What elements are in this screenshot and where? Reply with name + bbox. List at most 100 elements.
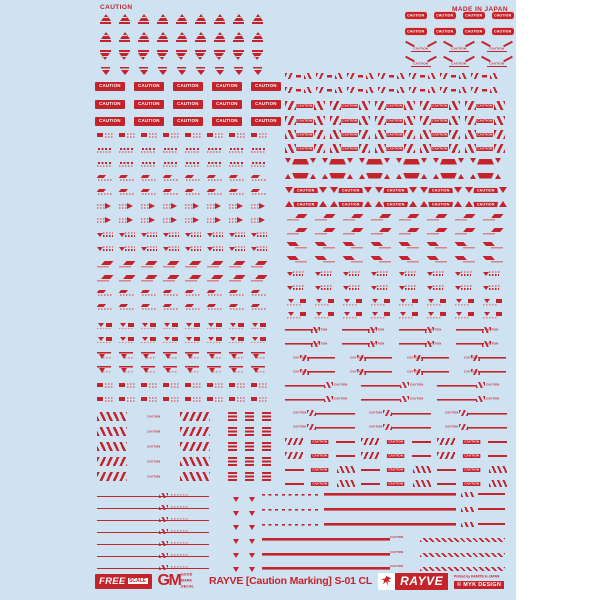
- decal-mark-trap: CAUTION: [359, 157, 390, 166]
- decal-mark-m-d: CAUTION: [343, 271, 363, 279]
- decal-mark-m-h: CAUTION: [163, 336, 179, 343]
- decal-mark-m-f: CAUTION: [185, 275, 201, 282]
- decal-mark-m-c: CAUTION: [97, 396, 113, 403]
- decal-mark-m-b: CAUTION: [207, 290, 223, 297]
- decal-mark-label: CAUTION: [390, 551, 404, 554]
- decal-mark-label: CAUTION: [370, 342, 384, 345]
- decal-mark-m-e: CAUTION: [262, 427, 272, 436]
- decal-mark-label: CAUTION: [407, 356, 421, 359]
- decal-mark-label: CAUTION: [296, 146, 314, 151]
- decal-mark-hzC: CAUTION: [437, 437, 507, 446]
- decal-mark-m-d: CAUTION: [141, 232, 157, 239]
- decal-mark-label: CAUTION: [451, 47, 467, 51]
- decal-mark-hzD: CAUTION: [361, 479, 431, 488]
- decal-mark-m-d: CAUTION: [185, 232, 201, 239]
- decal-mark-m-h: CAUTION: [141, 336, 157, 343]
- decal-mark-badge: CAUTION: [434, 11, 456, 20]
- decal-mark-slantB: CAUTION: [456, 367, 506, 376]
- decal-mark-label: CAUTION: [338, 201, 364, 207]
- decal-mark-m-h: CAUTION: [315, 298, 335, 306]
- decal-mark-wbig: CAUTION: [285, 115, 325, 126]
- decal-mark-hat: CAUTION: [100, 14, 111, 24]
- decal-mark-m-d: CAUTION: [287, 271, 307, 279]
- decal-mark-hatd: CAUTION: [157, 50, 168, 60]
- decal-mark-label: CAUTION: [409, 383, 423, 387]
- decal-mark-hat: CAUTION: [119, 32, 130, 42]
- decal-mark-slantB: CAUTION: [399, 367, 449, 376]
- decal-mark-hat: CAUTION: [252, 32, 263, 42]
- decal-mark-m-b: CAUTION: [185, 304, 201, 311]
- decal-mark-trapu: CAUTION: [433, 171, 464, 180]
- decal-mark-trid2: CAUTION: [248, 539, 255, 545]
- decal-mark-hat: CAUTION: [195, 14, 206, 24]
- decal-mark-label: CAUTION: [431, 103, 449, 108]
- decal-mark-label: CAUTION: [293, 411, 307, 415]
- decal-mark-m-b: CAUTION: [119, 189, 135, 196]
- decal-mark-m-f: CAUTION: [119, 261, 135, 268]
- decal-mark-stripeB: CAUTION: [361, 423, 431, 431]
- rayve-logo: RAYVE: [378, 572, 449, 590]
- decal-mark-label: CAUTION: [99, 118, 121, 124]
- decal-mark-m-e: CAUTION: [245, 442, 255, 451]
- decal-mark-label: CAUTION: [477, 158, 494, 165]
- decal-mark-slantB: CAUTION: [456, 353, 506, 362]
- decal-mark-label: CAUTION: [463, 481, 481, 486]
- decal-mark-m-b: CAUTION: [119, 175, 135, 182]
- decal-mark-banneru: CAUTION: [285, 199, 327, 209]
- decal-mark-trid: CAUTION: [177, 67, 186, 75]
- decal-mark-label: CAUTION: [476, 118, 494, 123]
- decal-mark-label: CAUTION: [99, 101, 121, 107]
- decal-mark-trid: CAUTION: [101, 67, 110, 75]
- decal-mark-banneru: CAUTION: [420, 199, 462, 209]
- decal-mark-wbig: CAUTION: [375, 100, 415, 111]
- decal-mark-m-h: CAUTION: [185, 336, 201, 343]
- decal-mark-cbar: CAUTION: [251, 117, 281, 126]
- decal-mark-label: CAUTION: [146, 445, 161, 448]
- decal-mark-label: CAUTION: [465, 29, 483, 34]
- decal-mark-label: CAUTION: [177, 118, 199, 124]
- decal-mark-wbigr: CAUTION: [465, 143, 505, 154]
- decal-mark-hat: CAUTION: [214, 32, 225, 42]
- decal-mark-m-h: CAUTION: [287, 298, 307, 306]
- decal-mark-trap: CAUTION: [470, 157, 501, 166]
- decal-mark-m-b: CAUTION: [251, 175, 267, 182]
- decal-mark-wbig: CAUTION: [330, 115, 370, 126]
- decal-mark-trid2: CAUTION: [248, 567, 255, 573]
- decal-mark-label: CAUTION: [293, 187, 319, 193]
- gm-logo: GM GOOD MARK DECAL: [158, 572, 203, 590]
- decal-mark-slantB: CAUTION: [399, 353, 449, 362]
- decal-mark-label: CAUTION: [313, 328, 327, 331]
- decal-mark-badge: CAUTION: [434, 27, 456, 36]
- decal-mark-label: CAUTION: [296, 118, 314, 123]
- decal-mark-label: CAUTION: [350, 370, 364, 373]
- decal-mark-m-c: CAUTION: [185, 132, 201, 139]
- decal-mark-m-fr: CAUTION: [455, 256, 475, 264]
- decal-mark-trapu: CAUTION: [322, 171, 353, 180]
- decal-mark-m-h: CAUTION: [229, 336, 245, 343]
- decal-mark-label: CAUTION: [387, 453, 405, 458]
- decal-sheet: CAUTION MADE IN JAPAN FREE SCALE GM GOOD…: [0, 0, 516, 600]
- decal-mark-hat: CAUTION: [252, 14, 263, 24]
- decal-mark-thin: CAUTION: [97, 493, 209, 499]
- decal-mark-label: CAUTION: [292, 158, 309, 165]
- decal-mark-hzD: CAUTION: [437, 479, 507, 488]
- decal-mark-label: CAUTION: [409, 397, 423, 401]
- decal-mark-thin: CAUTION: [97, 553, 209, 559]
- decal-mark-m-i: CAUTION: [141, 366, 157, 373]
- decal-mark-slantB: CAUTION: [342, 353, 392, 362]
- decal-mark-label: CAUTION: [463, 467, 481, 472]
- decal-mark-m-g: CAUTION: [229, 217, 245, 224]
- decal-mark-hat: CAUTION: [157, 14, 168, 24]
- decal-mark-m-g: CAUTION: [141, 217, 157, 224]
- decal-mark-trid: CAUTION: [196, 67, 205, 75]
- decal-mark-wsmall: CAUTION: [316, 72, 343, 80]
- decal-mark-m-f: CAUTION: [229, 261, 245, 268]
- decal-mark-m-i: CAUTION: [251, 352, 267, 359]
- decal-mark-m-a: CAUTION: [163, 161, 179, 168]
- decal-mark-m-d: CAUTION: [455, 285, 475, 293]
- decal-mark-m-f: CAUTION: [163, 261, 179, 268]
- decal-mark-wbigr: CAUTION: [465, 129, 505, 140]
- decal-mark-m-e: CAUTION: [228, 412, 238, 421]
- decal-mark-m-c: CAUTION: [251, 382, 267, 389]
- decal-mark-m-a: CAUTION: [251, 161, 267, 168]
